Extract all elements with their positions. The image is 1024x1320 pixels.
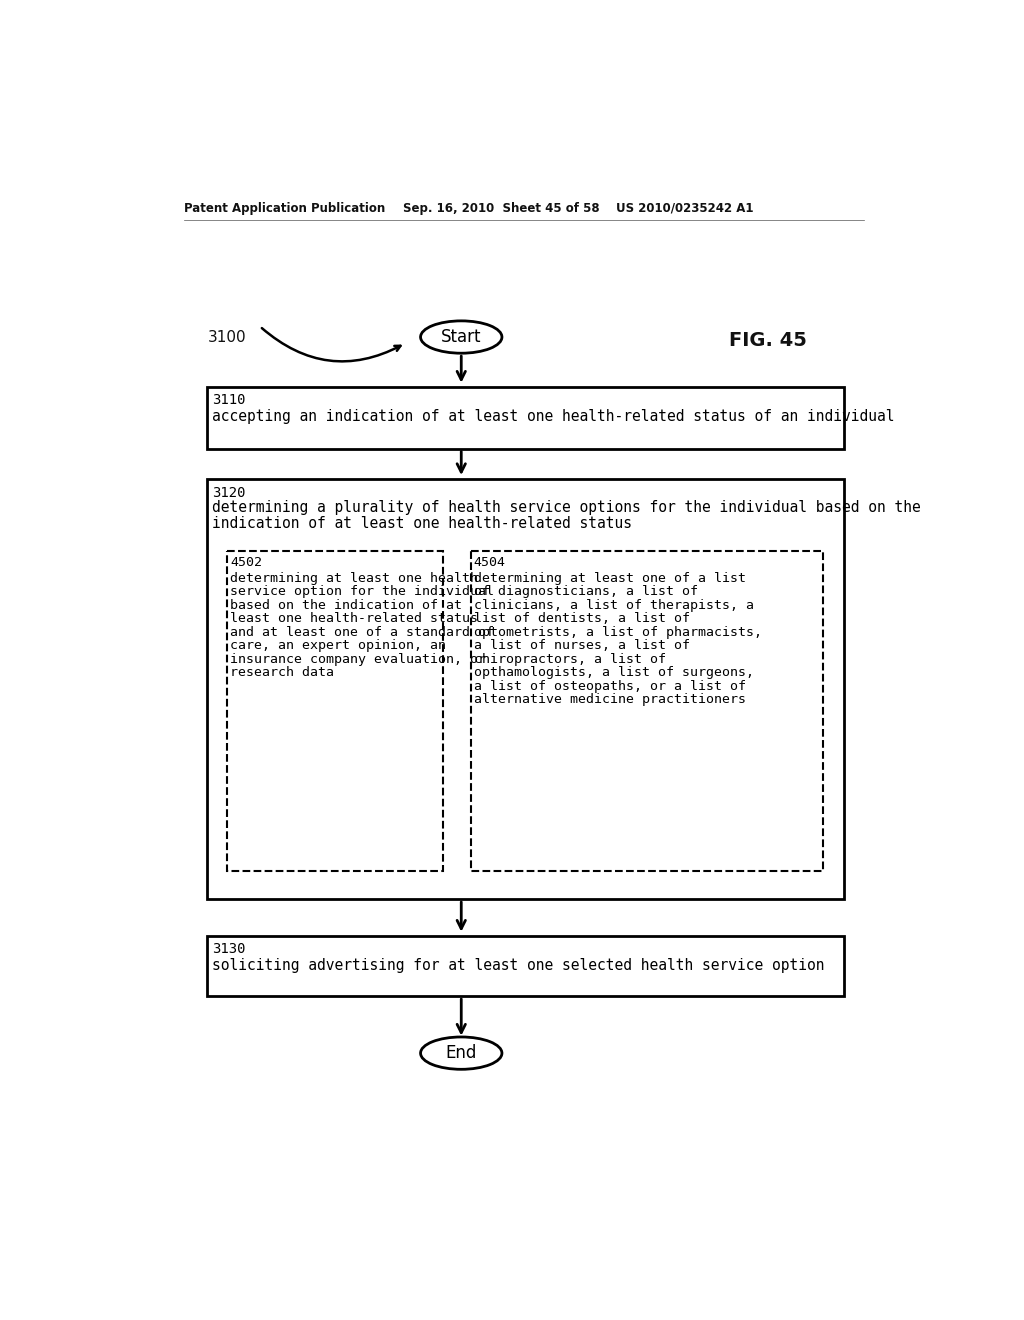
Text: a list of osteopaths, or a list of: a list of osteopaths, or a list of (474, 680, 745, 693)
Text: 4504: 4504 (474, 557, 506, 569)
Text: insurance company evaluation, or: insurance company evaluation, or (230, 653, 486, 665)
Text: 4502: 4502 (230, 557, 262, 569)
Text: accepting an indication of at least one health-related status of an individual: accepting an indication of at least one … (212, 409, 895, 424)
Text: 3120: 3120 (212, 486, 246, 500)
Text: FIG. 45: FIG. 45 (729, 331, 807, 350)
Text: Sep. 16, 2010  Sheet 45 of 58: Sep. 16, 2010 Sheet 45 of 58 (403, 202, 600, 215)
Text: based on the indication of at: based on the indication of at (230, 599, 462, 612)
Text: determining at least one health: determining at least one health (230, 572, 478, 585)
Text: of diagnosticians, a list of: of diagnosticians, a list of (474, 585, 697, 598)
Text: research data: research data (230, 667, 334, 680)
Text: 3110: 3110 (212, 393, 246, 408)
Text: chiropractors, a list of: chiropractors, a list of (474, 653, 666, 665)
Text: care, an expert opinion, an: care, an expert opinion, an (230, 639, 446, 652)
Text: Start: Start (441, 329, 481, 346)
Ellipse shape (421, 1038, 502, 1069)
Text: a list of nurses, a list of: a list of nurses, a list of (474, 639, 689, 652)
Text: alternative medicine practitioners: alternative medicine practitioners (474, 693, 745, 706)
Text: 3130: 3130 (212, 942, 246, 956)
Ellipse shape (421, 321, 502, 354)
Text: End: End (445, 1044, 477, 1063)
Text: determining a plurality of health service options for the individual based on th: determining a plurality of health servic… (212, 500, 922, 515)
Text: optometrists, a list of pharmacists,: optometrists, a list of pharmacists, (474, 626, 762, 639)
Bar (471, 552, 823, 871)
Text: Patent Application Publication: Patent Application Publication (183, 202, 385, 215)
Text: least one health-related status: least one health-related status (230, 612, 478, 626)
Text: soliciting advertising for at least one selected health service option: soliciting advertising for at least one … (212, 958, 825, 973)
Bar (207, 479, 844, 899)
Text: US 2010/0235242 A1: US 2010/0235242 A1 (616, 202, 754, 215)
Text: clinicians, a list of therapists, a: clinicians, a list of therapists, a (474, 599, 754, 612)
Bar (207, 387, 844, 449)
Text: 3100: 3100 (208, 330, 247, 345)
Text: opthamologists, a list of surgeons,: opthamologists, a list of surgeons, (474, 667, 754, 680)
Text: indication of at least one health-related status: indication of at least one health-relate… (212, 516, 633, 532)
Bar (207, 936, 844, 997)
Text: determining at least one of a list: determining at least one of a list (474, 572, 745, 585)
Text: and at least one of a standard of: and at least one of a standard of (230, 626, 495, 639)
Text: service option for the individual: service option for the individual (230, 585, 495, 598)
Text: list of dentists, a list of: list of dentists, a list of (474, 612, 689, 626)
Bar (227, 552, 442, 871)
